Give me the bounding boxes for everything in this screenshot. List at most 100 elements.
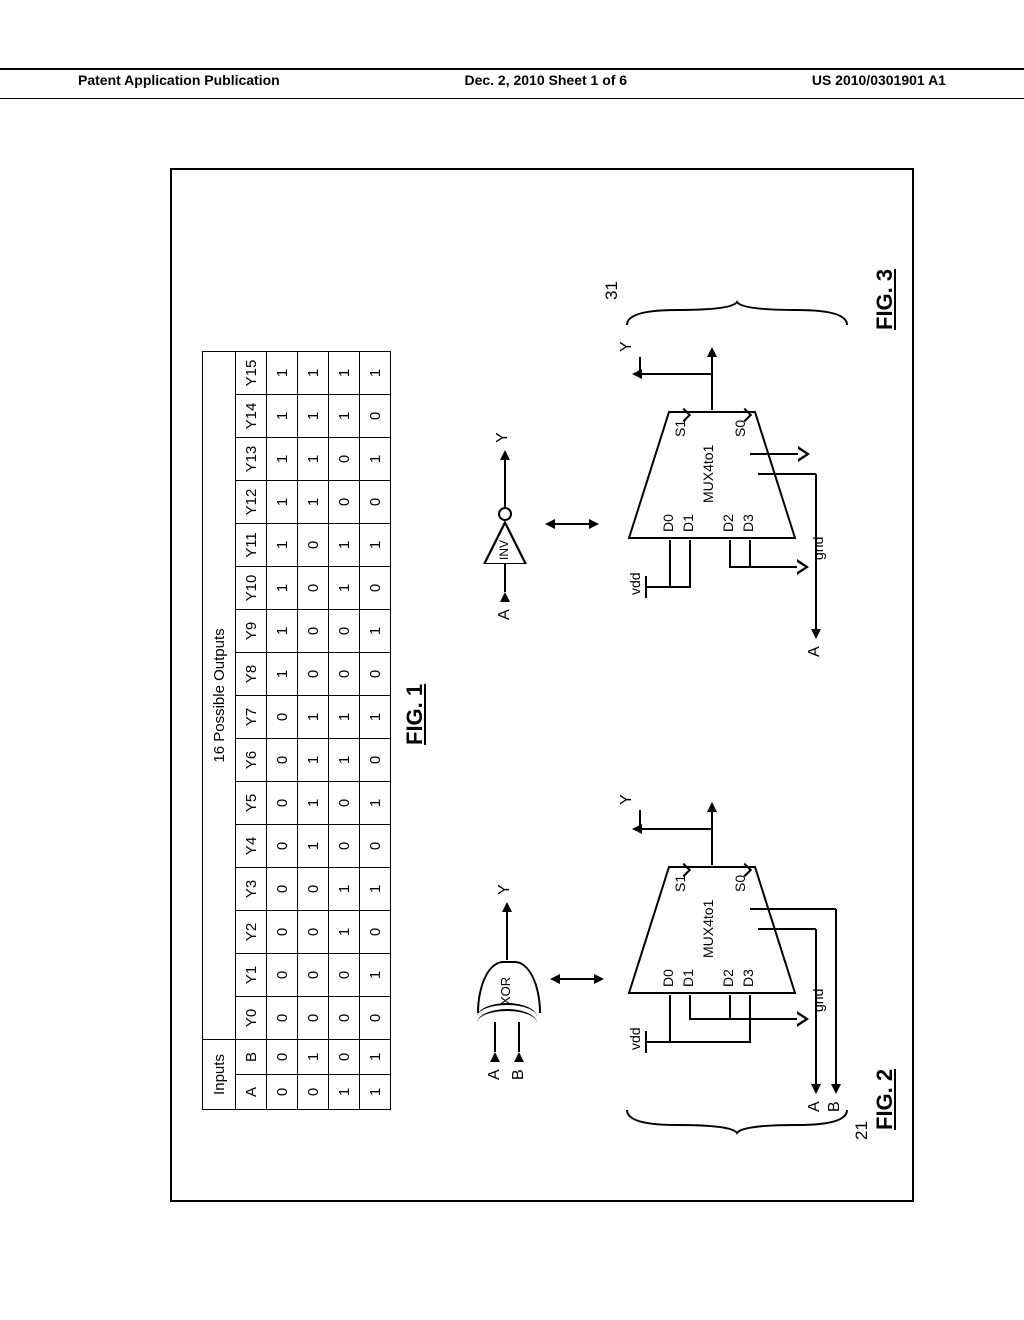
fig2-diagram: A B XOR Y D0 D1 D2 D3 MUX4to1 S0 S1 — [442, 690, 882, 1130]
arrow-icon — [500, 592, 510, 602]
cell: 0 — [267, 997, 298, 1040]
col-A: A — [236, 1075, 267, 1110]
wire — [645, 1041, 670, 1043]
arrow-icon — [594, 974, 604, 984]
wire — [669, 995, 671, 1043]
arrow-icon — [831, 1084, 841, 1094]
cell: 1 — [360, 352, 391, 395]
cell: 0 — [329, 481, 360, 524]
col-Y10: Y10 — [236, 567, 267, 610]
cell: 1 — [329, 395, 360, 438]
mux-S1: S1 — [672, 875, 688, 892]
cell: 1 — [298, 352, 329, 395]
mux-D0: D0 — [660, 514, 676, 532]
brace-icon — [622, 1105, 852, 1135]
arrow-icon — [550, 974, 560, 984]
cell: 1 — [298, 825, 329, 868]
arrow-icon — [500, 450, 510, 460]
cell: 0 — [329, 954, 360, 997]
vdd-label: vdd — [627, 572, 643, 595]
wire — [749, 995, 751, 1043]
cell-B: 1 — [298, 1040, 329, 1075]
cell-A: 1 — [360, 1075, 391, 1110]
cell-B: 0 — [329, 1040, 360, 1075]
col-Y1: Y1 — [236, 954, 267, 997]
col-Y12: Y12 — [236, 481, 267, 524]
inverter-bubble-icon — [498, 507, 512, 521]
wire — [749, 540, 751, 568]
table-row: 1 1 0101010101010101 — [360, 352, 391, 1110]
wire — [815, 474, 817, 630]
mux-D1: D1 — [680, 969, 696, 987]
wire — [758, 928, 816, 930]
cell: 1 — [360, 696, 391, 739]
cell: 1 — [267, 438, 298, 481]
col-Y15: Y15 — [236, 352, 267, 395]
cell: 0 — [329, 997, 360, 1040]
cell: 1 — [329, 911, 360, 954]
cell: 0 — [360, 997, 391, 1040]
cell: 0 — [298, 524, 329, 567]
cell: 1 — [267, 610, 298, 653]
table-row: 0 0 0000000011111111 — [267, 352, 298, 1110]
brace-icon — [622, 300, 852, 330]
col-Y2: Y2 — [236, 911, 267, 954]
cell: 0 — [267, 782, 298, 825]
col-Y6: Y6 — [236, 739, 267, 782]
cell: 1 — [329, 524, 360, 567]
fig2-mux-Y: Y — [618, 794, 636, 805]
col-Y13: Y13 — [236, 438, 267, 481]
col-Y4: Y4 — [236, 825, 267, 868]
cell: 0 — [267, 954, 298, 997]
cell: 0 — [298, 954, 329, 997]
cell: 0 — [360, 825, 391, 868]
wire — [815, 929, 817, 1085]
cell: 0 — [298, 653, 329, 696]
wire — [758, 473, 816, 475]
cell: 0 — [360, 395, 391, 438]
cell: 0 — [267, 868, 298, 911]
fig3-Y-label: Y — [494, 432, 512, 443]
cell: 0 — [329, 610, 360, 653]
mux-D3: D3 — [740, 514, 756, 532]
cell: 1 — [267, 395, 298, 438]
arrow-icon — [514, 1052, 524, 1062]
cell: 1 — [329, 567, 360, 610]
mux-D0: D0 — [660, 969, 676, 987]
wire — [639, 810, 641, 830]
wire — [504, 564, 506, 592]
wire — [729, 995, 731, 1020]
wire — [711, 355, 713, 410]
header-right: US 2010/0301901 A1 — [812, 70, 946, 88]
arrow-icon — [707, 347, 717, 357]
cell: 1 — [267, 653, 298, 696]
gnd-icon — [798, 446, 810, 462]
cell: 0 — [360, 739, 391, 782]
cell: 0 — [329, 782, 360, 825]
outputs-header: 16 Possible Outputs — [203, 352, 236, 1040]
cell: 0 — [298, 610, 329, 653]
cell: 0 — [329, 438, 360, 481]
table-row: 0 1 0000111100001111 — [298, 352, 329, 1110]
header-center: Dec. 2, 2010 Sheet 1 of 6 — [464, 70, 627, 88]
mux-S0: S0 — [732, 875, 748, 892]
arrow-icon — [811, 1084, 821, 1094]
cell: 0 — [360, 653, 391, 696]
wire — [689, 995, 691, 1020]
mux-S1: S1 — [672, 420, 688, 437]
arrow-icon — [811, 629, 821, 639]
cell: 0 — [360, 481, 391, 524]
cell: 0 — [329, 653, 360, 696]
col-Y11: Y11 — [236, 524, 267, 567]
cell-A: 1 — [329, 1075, 360, 1110]
cell: 1 — [267, 524, 298, 567]
cell: 0 — [267, 825, 298, 868]
vdd-label: vdd — [627, 1027, 643, 1050]
mux-D2: D2 — [720, 969, 736, 987]
cell: 1 — [298, 782, 329, 825]
fig3-ref: 31 — [602, 281, 622, 300]
wire — [494, 1022, 496, 1052]
truth-table: Inputs 16 Possible Outputs A B Y0 Y1 Y2 … — [202, 351, 391, 1110]
wire — [750, 908, 836, 910]
col-Y5: Y5 — [236, 782, 267, 825]
